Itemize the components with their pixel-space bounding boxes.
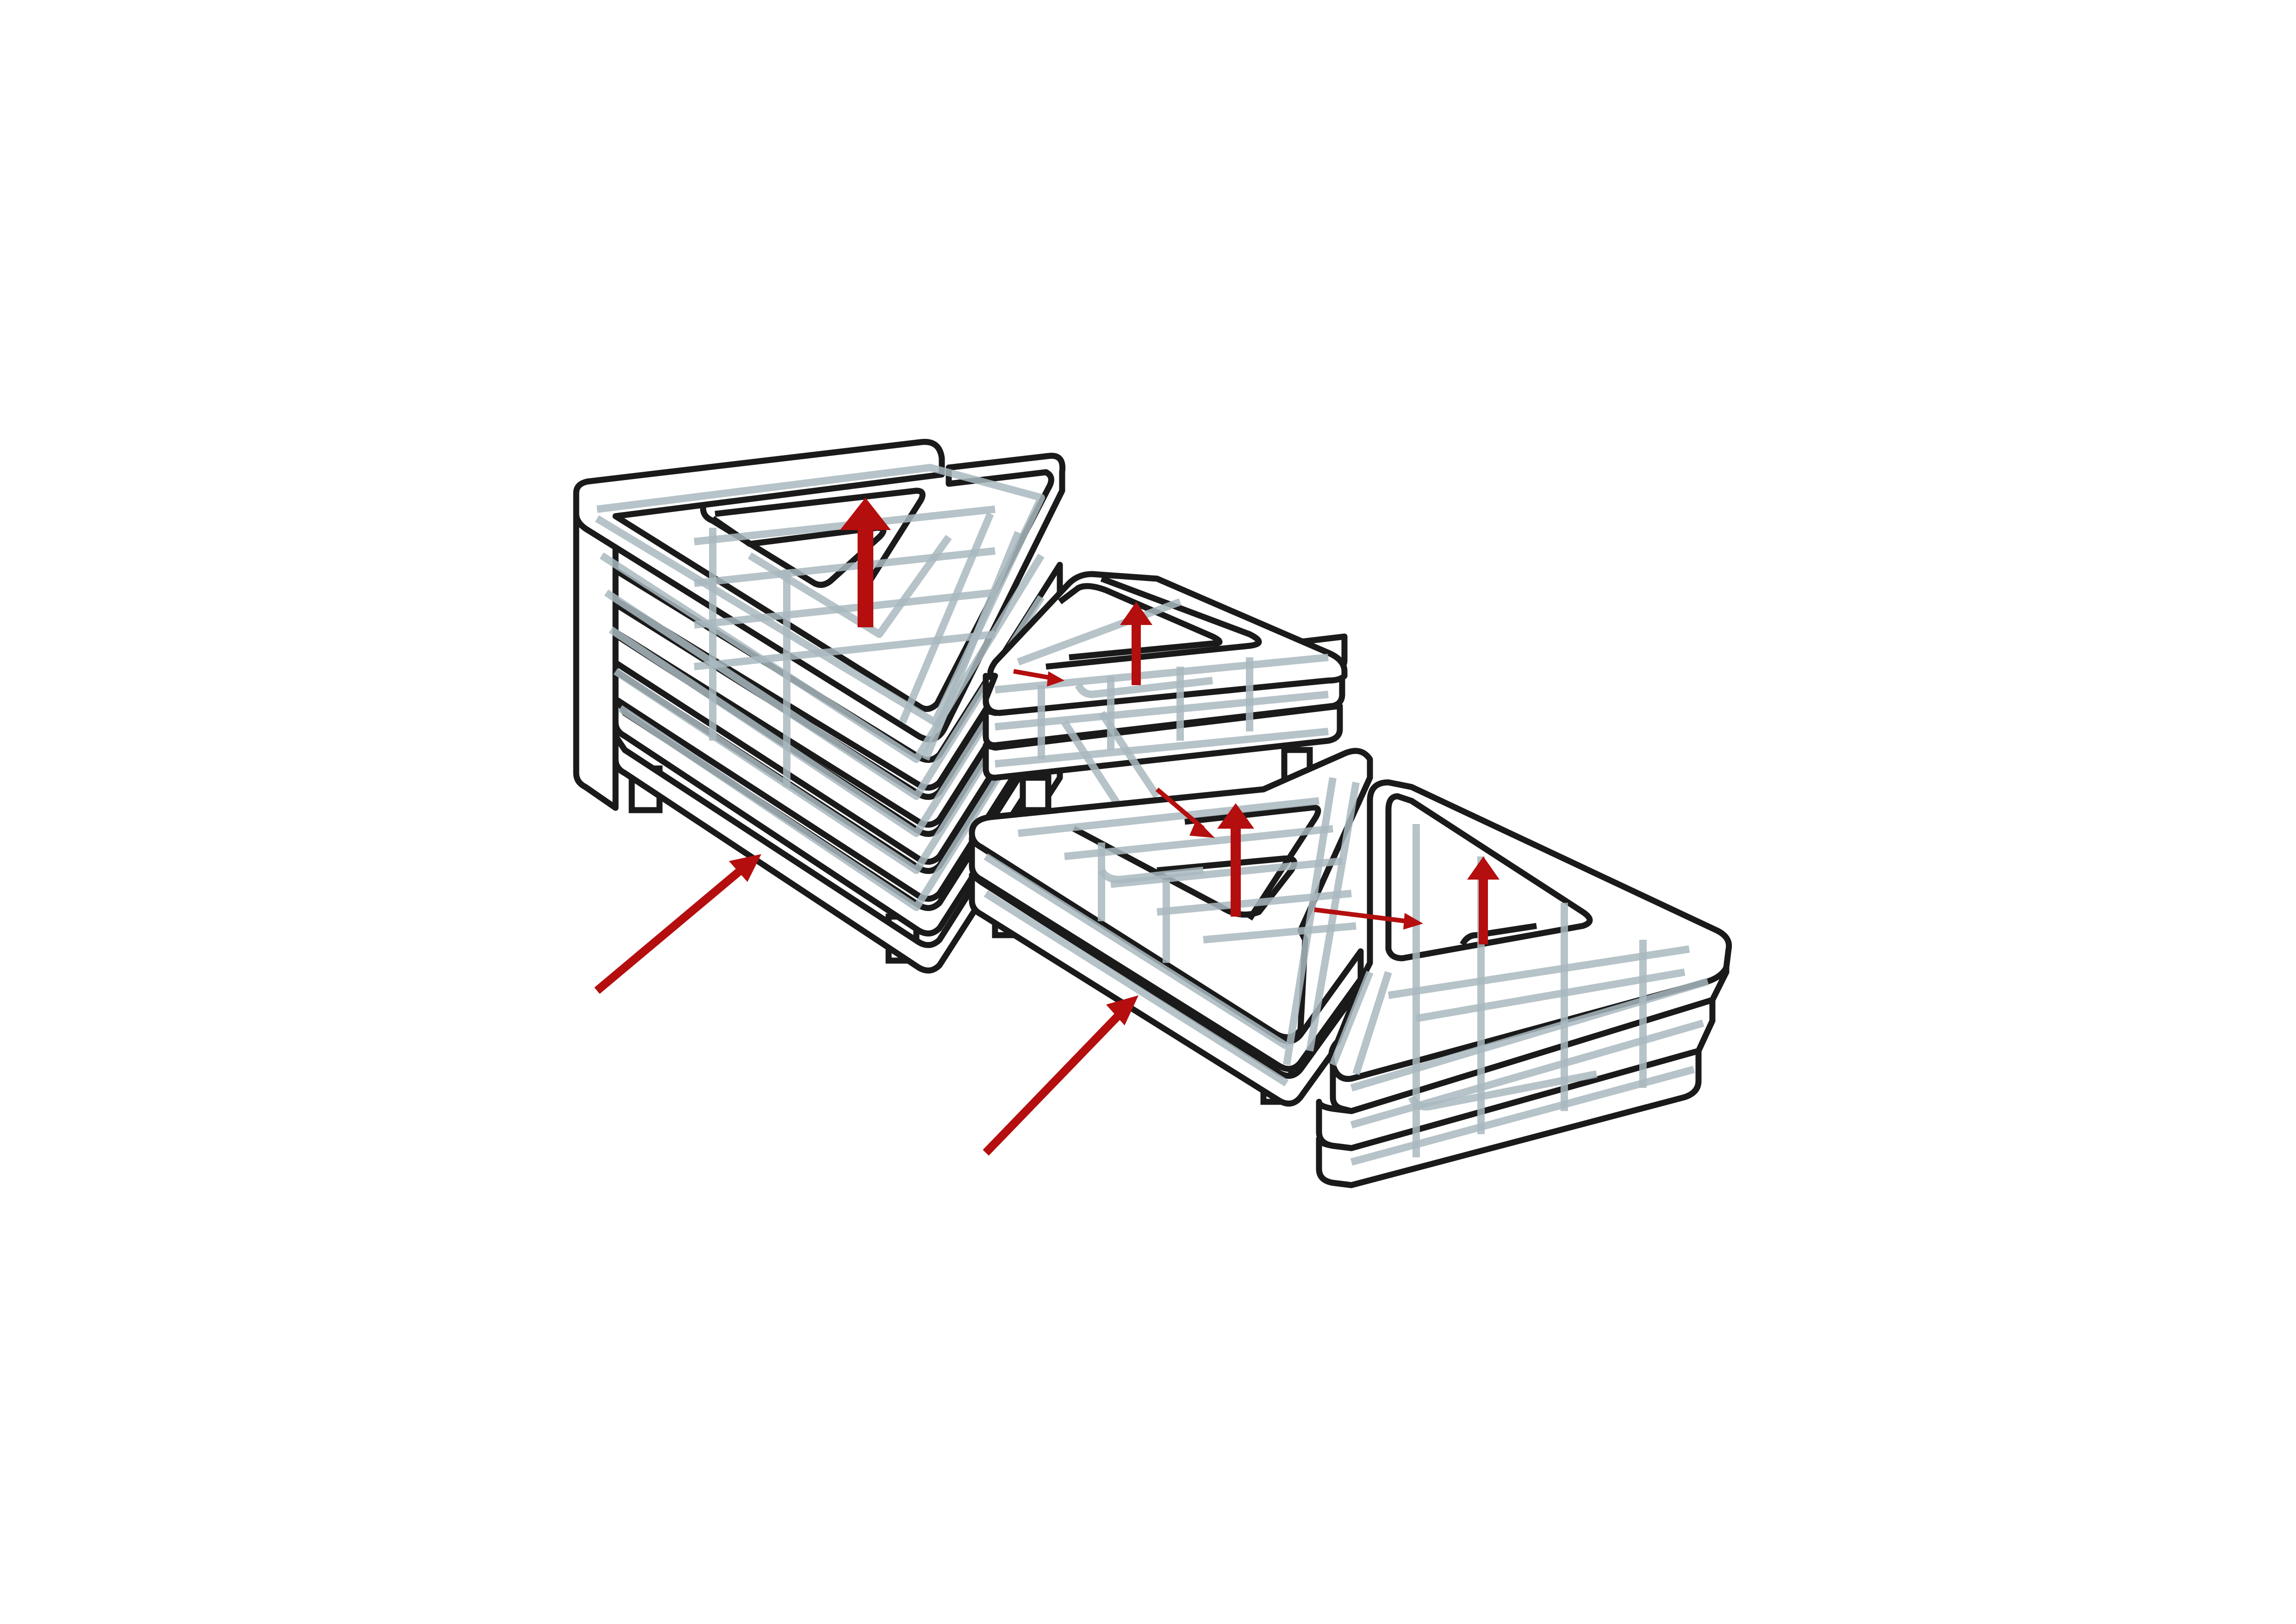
module-b-ghost-lines — [995, 598, 1329, 817]
large-arrow-left-icon — [594, 854, 761, 994]
small-arrow-c-to-d-icon — [1314, 907, 1423, 930]
module-b-post-left — [1020, 775, 1052, 813]
module-c-top-ring — [969, 748, 1373, 1041]
module-d-front-stack — [1316, 779, 1732, 1188]
vertical-arrow-module-d-icon — [1467, 856, 1500, 944]
red-arrows — [594, 498, 1500, 1156]
vertical-arrow-module-b-icon — [1120, 602, 1152, 685]
vertical-arrow-module-a-icon — [840, 498, 891, 627]
module-d-top-ring — [1328, 779, 1732, 1082]
vertical-arrow-module-c-icon — [1217, 803, 1254, 917]
small-arrow-b-to-c-icon — [1155, 787, 1215, 838]
module-a-ring-stack — [573, 492, 1063, 974]
module-b-middle-stack — [983, 571, 1348, 817]
small-arrow-a-to-b-icon — [1013, 669, 1064, 687]
module-c-ghost-lines — [983, 777, 1360, 1087]
large-arrow-right-icon — [983, 995, 1139, 1156]
module-c-lower-stack — [969, 748, 1373, 1107]
module-b-top-ring — [983, 571, 1348, 716]
